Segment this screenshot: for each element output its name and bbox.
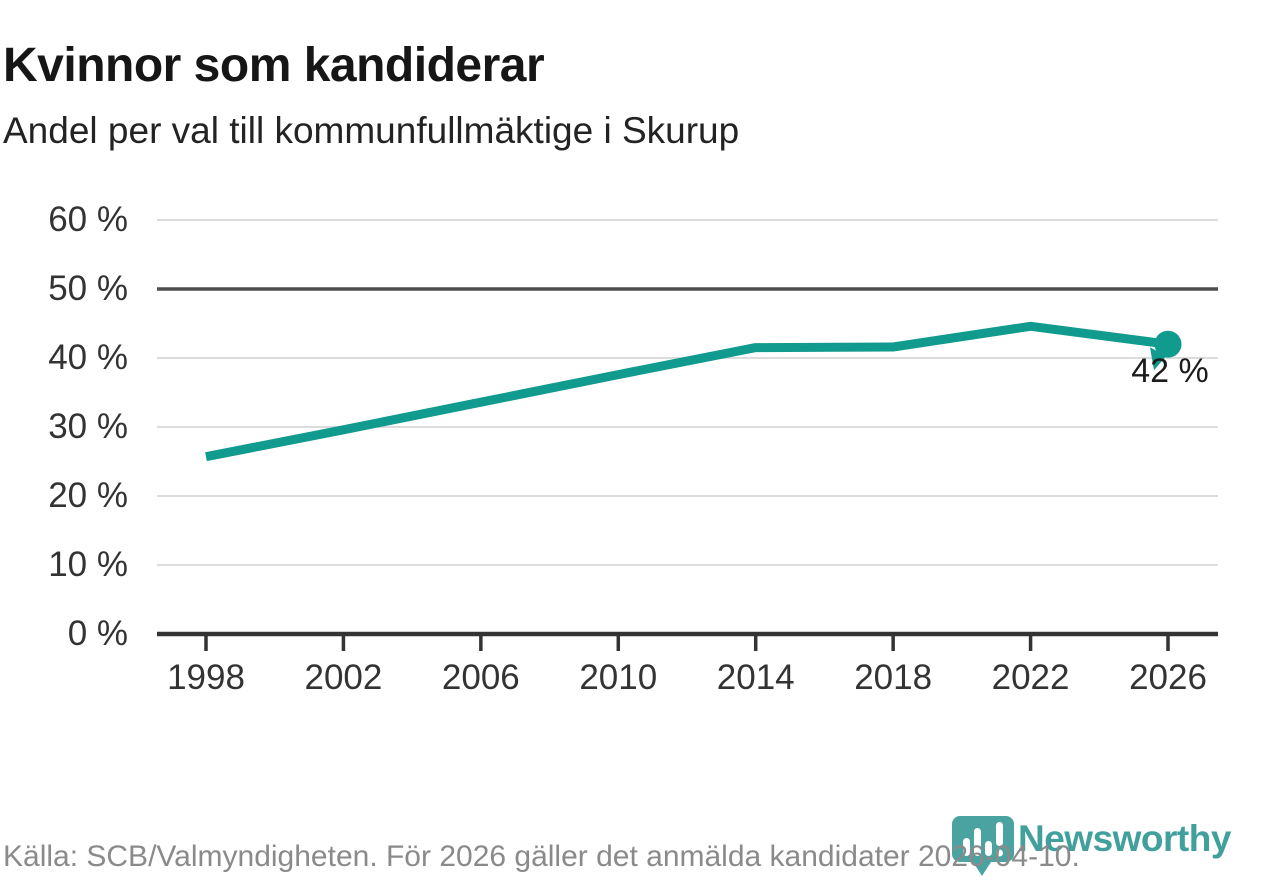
x-axis-tick-label: 1998	[167, 658, 245, 697]
y-axis-tick-label: 50 %	[48, 269, 128, 308]
chart-subtitle: Andel per val till kommunfullmäktige i S…	[3, 110, 740, 151]
logo-dot	[996, 849, 1003, 857]
newsworthy-logo-icon	[952, 816, 1014, 876]
x-axis-tick-label: 2002	[304, 658, 383, 697]
x-axis-tick-label: 2010	[579, 658, 658, 697]
y-axis-tick-label: 0 %	[67, 614, 128, 653]
y-axis-tick-label: 40 %	[48, 338, 128, 377]
x-axis-tick-label: 2026	[1129, 658, 1207, 697]
logo-bar-2	[974, 828, 981, 856]
chart-line	[205, 321, 1169, 462]
end-point-tail	[1150, 347, 1166, 371]
newsworthy-brand-text: Newsworthy	[1018, 818, 1231, 859]
y-axis-tick-label: 20 %	[48, 476, 128, 515]
y-axis-tick-label: 30 %	[48, 407, 128, 446]
y-axis-tick-label: 10 %	[48, 545, 128, 584]
source-note: Källa: SCB/Valmyndigheten. För 2026 gäll…	[3, 840, 1080, 873]
chart-title: Kvinnor som kandiderar	[3, 39, 545, 93]
x-axis-tick-label: 2014	[716, 658, 795, 697]
end-point-value-label: 42 %	[1131, 352, 1209, 390]
end-point-dot	[1154, 330, 1182, 358]
x-axis-tick-label: 2022	[991, 658, 1070, 697]
logo-bar-4	[996, 822, 1003, 846]
y-axis-tick-label: 60 %	[48, 200, 128, 239]
x-axis-tick-label: 2006	[441, 658, 520, 697]
logo-bar-1	[963, 838, 970, 856]
x-axis-tick-label: 2018	[854, 658, 933, 697]
logo-bar-3	[985, 841, 992, 856]
